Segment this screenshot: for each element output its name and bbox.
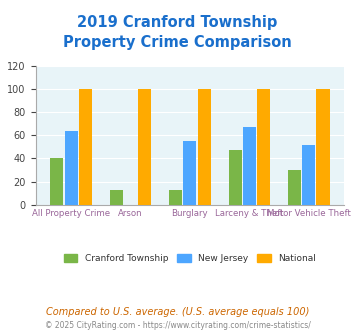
Legend: Cranford Township, New Jersey, National: Cranford Township, New Jersey, National <box>60 251 320 267</box>
Bar <box>198 89 211 205</box>
Bar <box>288 170 301 205</box>
Text: © 2025 CityRating.com - https://www.cityrating.com/crime-statistics/: © 2025 CityRating.com - https://www.city… <box>45 320 310 330</box>
Bar <box>169 189 182 205</box>
Bar <box>243 127 256 205</box>
Text: Compared to U.S. average. (U.S. average equals 100): Compared to U.S. average. (U.S. average … <box>46 307 309 317</box>
Bar <box>184 141 196 205</box>
Bar <box>257 89 270 205</box>
Bar <box>229 150 242 205</box>
Bar <box>138 89 151 205</box>
Bar <box>316 89 329 205</box>
Bar <box>110 189 123 205</box>
Bar <box>65 131 78 205</box>
Bar <box>302 145 315 205</box>
Bar <box>79 89 92 205</box>
Text: 2019 Cranford Township
Property Crime Comparison: 2019 Cranford Township Property Crime Co… <box>63 15 292 50</box>
Bar <box>50 158 64 205</box>
